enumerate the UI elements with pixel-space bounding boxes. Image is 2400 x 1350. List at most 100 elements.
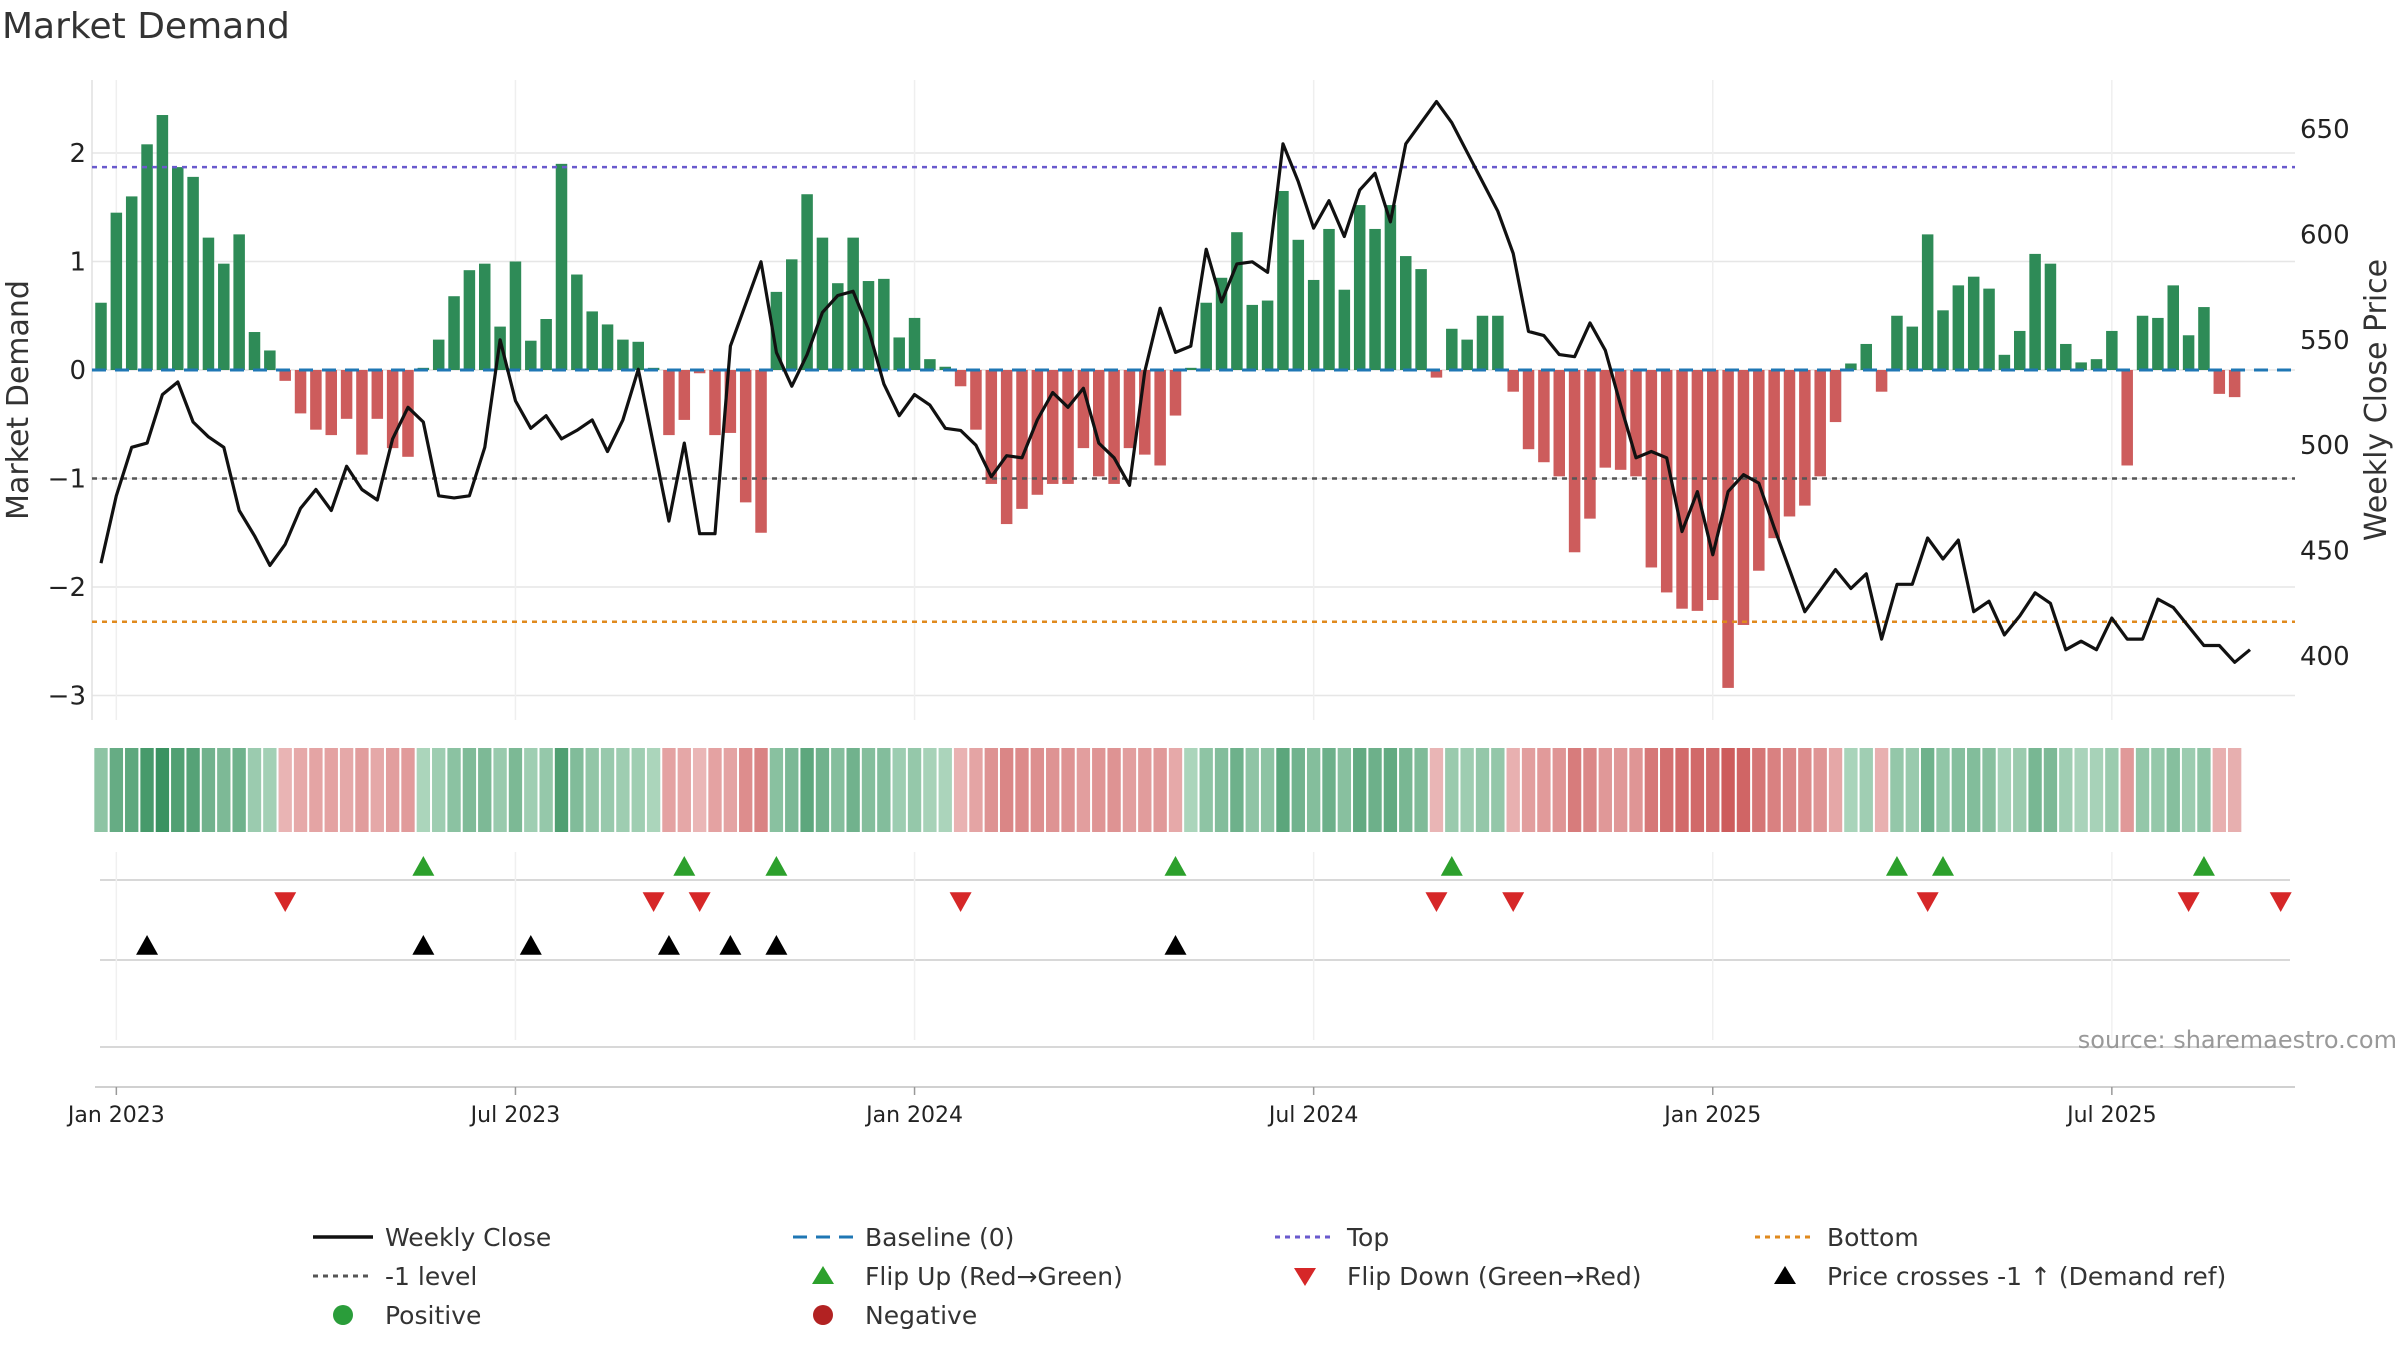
price-cross-marker: [136, 935, 159, 955]
heat-cell: [1936, 748, 1950, 832]
demand-bar: [141, 144, 153, 370]
demand-bar: [95, 302, 107, 370]
demand-bar: [709, 370, 721, 436]
right-tick-label: 650: [2300, 115, 2350, 145]
right-tick-label: 500: [2300, 431, 2350, 461]
heat-cell: [263, 748, 277, 832]
heat-cell: [1445, 748, 1459, 832]
heat-cell: [1813, 748, 1827, 832]
heat-cell: [1030, 748, 1045, 832]
demand-bar: [371, 370, 384, 419]
demand-bar: [724, 370, 737, 433]
heat-cell: [1368, 748, 1382, 832]
heat-cell: [938, 748, 952, 832]
demand-bar: [601, 324, 614, 370]
flip-up-marker: [1932, 856, 1954, 876]
demand-bar: [1676, 370, 1688, 609]
demand-bar: [1139, 370, 1151, 455]
legend-label: Price crosses -1 ↑ (Demand ref): [1827, 1262, 2226, 1291]
heat-cell: [1552, 748, 1566, 832]
demand-bar: [402, 370, 414, 457]
heat-cell: [247, 748, 262, 832]
right-tick-label: 550: [2300, 326, 2350, 356]
demand-bar: [1937, 310, 1949, 370]
price-cross-marker: [519, 935, 542, 955]
flip-down-marker: [949, 892, 972, 912]
demand-bar: [1476, 315, 1489, 370]
heat-cell: [1736, 748, 1751, 832]
heat-cell: [877, 748, 891, 832]
heat-cell: [600, 748, 615, 832]
heat-cell: [1260, 748, 1275, 832]
heat-cell: [1306, 748, 1321, 832]
heat-cell: [692, 748, 707, 832]
flip-down-marker: [1425, 892, 1448, 912]
legend-label: Bottom: [1827, 1223, 1919, 1252]
demand-bar: [2213, 370, 2226, 394]
x-tick-label: Jul 2024: [1267, 1103, 1359, 1128]
heat-cell: [1890, 748, 1904, 832]
legend-label: -1 level: [385, 1262, 477, 1291]
flip-up-marker: [765, 856, 788, 876]
legend-swatch: [1774, 1266, 1796, 1284]
demand-bar: [1753, 370, 1765, 571]
demand-bar: [985, 370, 998, 484]
heat-cell: [815, 748, 830, 832]
demand-bar: [1768, 370, 1780, 539]
flip-up-marker: [1885, 856, 1908, 876]
left-tick-label: 0: [69, 356, 86, 386]
demand-bar: [1200, 302, 1212, 370]
heat-cell: [616, 748, 630, 832]
heat-cell: [1598, 748, 1612, 832]
demand-bar: [1630, 370, 1642, 477]
demand-bar: [2029, 253, 2041, 370]
heat-cell: [2166, 748, 2180, 832]
demand-bar: [1645, 370, 1658, 568]
price-cross-marker: [657, 935, 680, 955]
heat-cell: [1168, 748, 1183, 832]
demand-bar: [2152, 317, 2164, 370]
heat-cell: [2028, 748, 2042, 832]
flip-up-marker: [412, 856, 435, 876]
demand-bar: [2075, 362, 2087, 370]
heat-cell: [1521, 748, 1536, 832]
demand-bar: [1921, 234, 1934, 370]
heat-cell: [1491, 748, 1505, 832]
demand-bar: [1154, 370, 1166, 466]
heat-cell: [2105, 748, 2119, 832]
heat-cell: [861, 748, 876, 832]
heat-cell: [1230, 748, 1244, 832]
demand-bar: [954, 370, 967, 387]
demand-bar: [786, 259, 798, 370]
demand-bar: [1783, 370, 1796, 517]
demand-bar: [1446, 328, 1458, 370]
heat-cell: [1782, 748, 1797, 832]
heat-cell: [999, 748, 1014, 832]
heat-cell: [478, 748, 492, 832]
heat-cell: [1291, 748, 1305, 832]
demand-bar: [1737, 370, 1750, 625]
flip-down-marker: [688, 892, 711, 912]
demand-bar: [1123, 370, 1136, 449]
demand-bar: [908, 317, 921, 370]
left-tick-label: 1: [69, 248, 86, 278]
demand-bar: [770, 291, 783, 370]
right-tick-label: 600: [2300, 220, 2350, 250]
demand-bar: [294, 370, 307, 414]
demand-bar: [1522, 370, 1535, 450]
heat-cell: [1721, 748, 1735, 832]
heat-cell: [1567, 748, 1582, 832]
heat-cell: [846, 748, 860, 832]
demand-bar: [970, 370, 982, 430]
heat-cell: [339, 748, 354, 832]
demand-bar: [1077, 370, 1090, 449]
demand-bar: [1169, 370, 1182, 416]
heat-cell: [401, 748, 415, 832]
demand-bar: [1031, 370, 1044, 495]
heat-cell: [923, 748, 937, 832]
demand-bar: [1185, 367, 1197, 370]
demand-bar: [386, 370, 399, 449]
demand-bar: [340, 370, 353, 419]
heat-cell: [570, 748, 584, 832]
legend-swatch: [812, 1266, 834, 1284]
